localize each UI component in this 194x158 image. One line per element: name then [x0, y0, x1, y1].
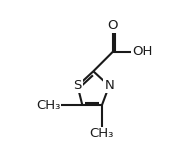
Text: S: S: [73, 79, 82, 92]
Text: CH₃: CH₃: [90, 127, 114, 140]
Text: OH: OH: [132, 45, 153, 58]
Text: O: O: [107, 19, 118, 32]
Text: CH₃: CH₃: [36, 99, 61, 112]
Text: N: N: [104, 79, 114, 92]
